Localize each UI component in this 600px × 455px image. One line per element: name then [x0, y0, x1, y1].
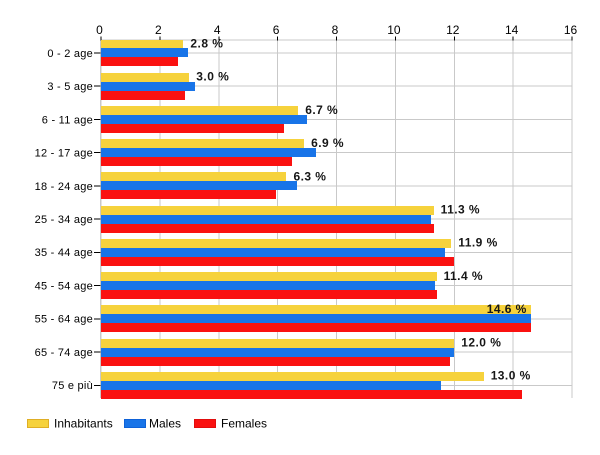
svg-text:Females: Females: [221, 417, 267, 431]
svg-text:6 - 11 age: 6 - 11 age: [42, 114, 93, 126]
svg-text:35 - 44 age: 35 - 44 age: [35, 247, 93, 259]
svg-text:0 - 2 age: 0 - 2 age: [47, 48, 93, 60]
svg-text:2.8 %: 2.8 %: [190, 36, 223, 50]
svg-text:14: 14: [505, 23, 519, 37]
svg-text:0: 0: [96, 23, 103, 37]
svg-text:16: 16: [564, 23, 578, 37]
svg-text:12 - 17 age: 12 - 17 age: [35, 148, 93, 160]
svg-text:Inhabitants: Inhabitants: [54, 417, 113, 431]
svg-text:6: 6: [273, 23, 280, 37]
svg-text:12: 12: [446, 23, 460, 37]
svg-text:55 - 64 age: 55 - 64 age: [35, 314, 93, 326]
svg-text:3 - 5 age: 3 - 5 age: [47, 81, 93, 93]
svg-text:25 - 34 age: 25 - 34 age: [35, 214, 93, 226]
svg-text:3.0 %: 3.0 %: [196, 70, 229, 84]
svg-text:13.0 %: 13.0 %: [491, 369, 531, 383]
svg-text:6.7 %: 6.7 %: [305, 103, 338, 117]
svg-text:11.9 %: 11.9 %: [458, 236, 497, 250]
svg-text:2: 2: [155, 23, 162, 37]
svg-text:6.9 %: 6.9 %: [311, 136, 344, 150]
svg-text:6.3 %: 6.3 %: [293, 169, 326, 183]
svg-text:45 - 54 age: 45 - 54 age: [35, 280, 93, 292]
svg-text:18 - 24 age: 18 - 24 age: [35, 181, 93, 193]
svg-text:Males: Males: [149, 417, 181, 431]
svg-text:14.6 %: 14.6 %: [487, 302, 527, 316]
svg-text:8: 8: [332, 23, 339, 37]
svg-text:10: 10: [387, 23, 401, 37]
svg-text:65 - 74 age: 65 - 74 age: [35, 347, 93, 359]
svg-text:75 e più: 75 e più: [52, 380, 93, 392]
svg-text:11.4 %: 11.4 %: [444, 269, 483, 283]
svg-text:11.3 %: 11.3 %: [441, 203, 480, 217]
svg-text:12.0 %: 12.0 %: [461, 335, 501, 349]
svg-text:4: 4: [214, 23, 221, 37]
